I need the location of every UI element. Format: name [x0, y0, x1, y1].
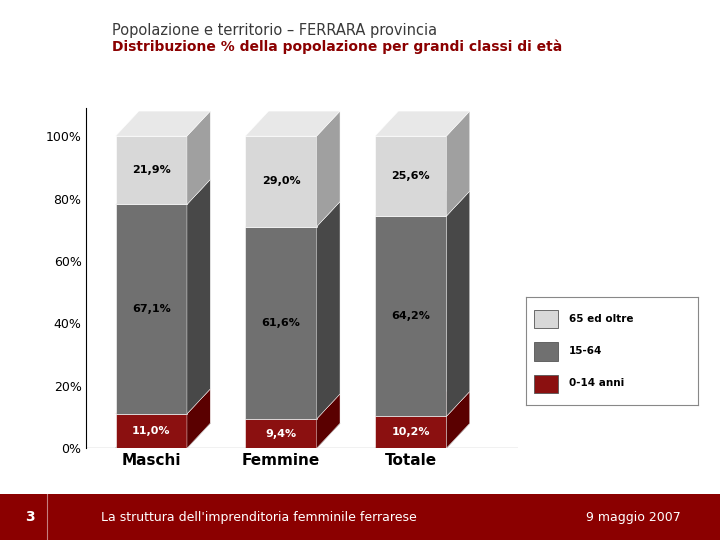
Polygon shape — [375, 423, 469, 448]
Polygon shape — [446, 191, 469, 416]
Polygon shape — [187, 179, 210, 414]
Text: 15-64: 15-64 — [569, 346, 602, 356]
Polygon shape — [375, 136, 446, 216]
Text: 67,1%: 67,1% — [132, 304, 171, 314]
Polygon shape — [246, 394, 340, 419]
Text: Popolazione e territorio – FERRARA provincia: Popolazione e territorio – FERRARA provi… — [112, 23, 437, 38]
Polygon shape — [246, 227, 317, 419]
Polygon shape — [317, 201, 340, 419]
Polygon shape — [375, 416, 446, 448]
Text: 65 ed oltre: 65 ed oltre — [569, 314, 634, 323]
Polygon shape — [446, 111, 469, 216]
Bar — [534, 375, 559, 393]
Text: 0-14 anni: 0-14 anni — [569, 379, 624, 388]
Polygon shape — [446, 392, 469, 448]
Polygon shape — [317, 394, 340, 448]
Text: 29,0%: 29,0% — [261, 177, 300, 186]
Polygon shape — [187, 389, 210, 448]
Bar — [534, 342, 559, 361]
Text: 11,0%: 11,0% — [132, 426, 171, 436]
Polygon shape — [246, 419, 317, 448]
Polygon shape — [116, 136, 187, 205]
Text: 21,9%: 21,9% — [132, 165, 171, 176]
Polygon shape — [116, 414, 187, 448]
Polygon shape — [116, 111, 210, 136]
Polygon shape — [446, 423, 469, 448]
Polygon shape — [246, 201, 340, 227]
Polygon shape — [375, 111, 469, 136]
Text: 3: 3 — [25, 510, 35, 524]
Polygon shape — [116, 205, 187, 414]
Bar — [534, 310, 559, 328]
Polygon shape — [246, 136, 317, 227]
Polygon shape — [317, 111, 340, 227]
Polygon shape — [187, 111, 210, 205]
Polygon shape — [375, 216, 446, 416]
Polygon shape — [246, 111, 340, 136]
Text: 9,4%: 9,4% — [266, 429, 297, 438]
Polygon shape — [116, 423, 210, 448]
Polygon shape — [116, 389, 210, 414]
Text: Distribuzione % della popolazione per grandi classi di età: Distribuzione % della popolazione per gr… — [112, 40, 562, 55]
Text: La struttura dell'imprenditoria femminile ferrarese: La struttura dell'imprenditoria femminil… — [102, 510, 417, 524]
Polygon shape — [375, 392, 469, 416]
Text: 64,2%: 64,2% — [391, 311, 430, 321]
Polygon shape — [317, 423, 340, 448]
Text: 10,2%: 10,2% — [392, 427, 430, 437]
Text: 61,6%: 61,6% — [261, 318, 300, 328]
Polygon shape — [246, 423, 340, 448]
Text: 25,6%: 25,6% — [392, 171, 430, 181]
Text: 9 maggio 2007: 9 maggio 2007 — [586, 510, 681, 524]
Polygon shape — [187, 423, 210, 448]
Polygon shape — [375, 191, 469, 216]
Polygon shape — [116, 179, 210, 205]
